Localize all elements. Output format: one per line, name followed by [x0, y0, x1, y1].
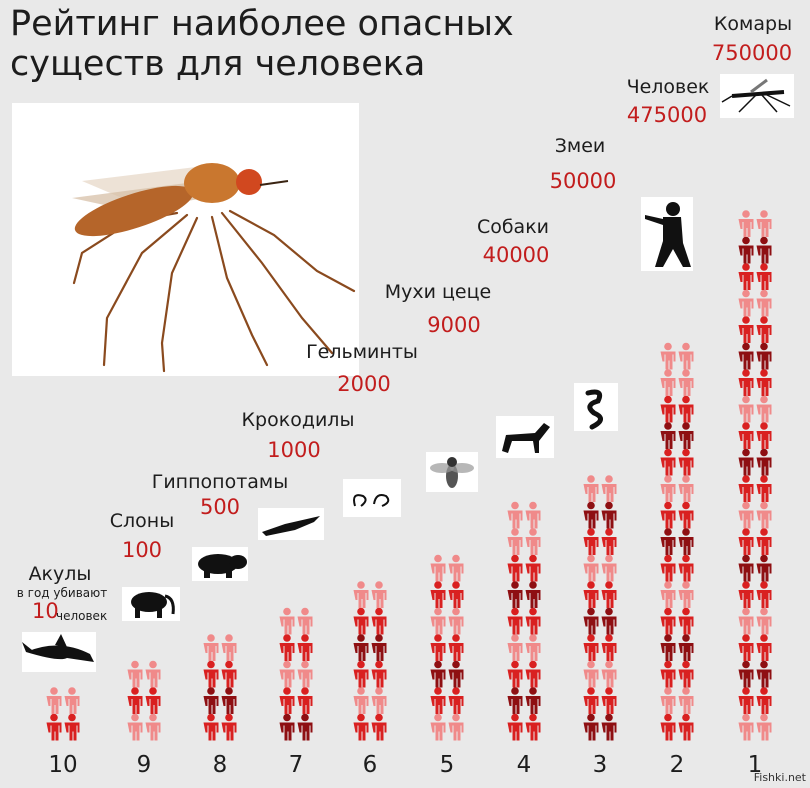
mosquito-photo — [12, 103, 359, 376]
rank-label: 4 — [517, 752, 532, 778]
dog-icon — [496, 416, 554, 458]
bar-column-8 — [203, 634, 237, 741]
elephant-icon — [122, 587, 180, 621]
worm-icon — [343, 479, 401, 517]
category-label: Гельминты — [306, 341, 418, 363]
rank-label: 10 — [48, 752, 77, 778]
category-label: Человек — [627, 76, 710, 98]
value-label: 10 — [32, 599, 59, 623]
rank-label: 6 — [363, 752, 378, 778]
category-label: Комары — [714, 13, 792, 35]
shark-icon — [22, 632, 96, 672]
mosquito-illustration — [12, 103, 359, 376]
value-label: 100 — [122, 538, 162, 562]
gunman-icon — [641, 197, 693, 271]
mosquito-icon — [720, 74, 794, 118]
bar-column-7 — [279, 607, 313, 741]
bar-column-1 — [738, 210, 772, 741]
icons-layer — [22, 74, 794, 672]
category-label: Гиппопотамы — [152, 471, 289, 493]
category-label: Змеи — [555, 135, 606, 157]
value-label: 500 — [200, 495, 240, 519]
bar-column-4 — [507, 501, 541, 741]
category-label: Крокодилы — [242, 409, 355, 431]
rank-label: 9 — [137, 752, 152, 778]
category-label: Акулы — [29, 563, 92, 585]
value-label: 2000 — [337, 372, 390, 396]
rank-label: 5 — [440, 752, 455, 778]
credit: Fishki.net — [753, 771, 806, 784]
hippo-icon — [192, 547, 248, 581]
unit-caption-prefix: в год убивают — [17, 586, 107, 600]
snake-icon — [574, 383, 618, 431]
crocodile-icon — [258, 508, 324, 540]
category-label: Слоны — [110, 510, 174, 532]
bar-column-10 — [46, 687, 80, 741]
rank-label: 1 — [748, 752, 763, 778]
bar-column-6 — [353, 581, 387, 741]
labels-layer: 10 9 8 7 6 5 4 3 2 1Акулы10Слоны100Гиппопотамы500… — [17, 13, 792, 778]
value-label: 475000 — [627, 103, 707, 127]
rank-label: 2 — [670, 752, 685, 778]
value-label: 40000 — [483, 243, 550, 267]
bar-column-5 — [430, 554, 464, 741]
category-label: Собаки — [477, 216, 549, 238]
unit-caption-suffix: человек — [56, 609, 107, 623]
value-label: 1000 — [267, 438, 320, 462]
value-label: 9000 — [427, 313, 480, 337]
tsetse-fly-icon — [426, 452, 478, 492]
value-label: 50000 — [550, 169, 617, 193]
bar-column-2 — [660, 342, 694, 741]
category-label: Мухи цеце — [385, 281, 492, 303]
rank-label: 7 — [289, 752, 304, 778]
rank-label: 8 — [213, 752, 228, 778]
bar-column-3 — [583, 475, 617, 741]
page-title: Рейтинг наиболее опасных существ для чел… — [10, 4, 514, 84]
figures-layer — [46, 210, 772, 741]
value-label: 750000 — [712, 41, 792, 65]
bar-column-9 — [127, 660, 161, 741]
rank-label: 3 — [593, 752, 608, 778]
